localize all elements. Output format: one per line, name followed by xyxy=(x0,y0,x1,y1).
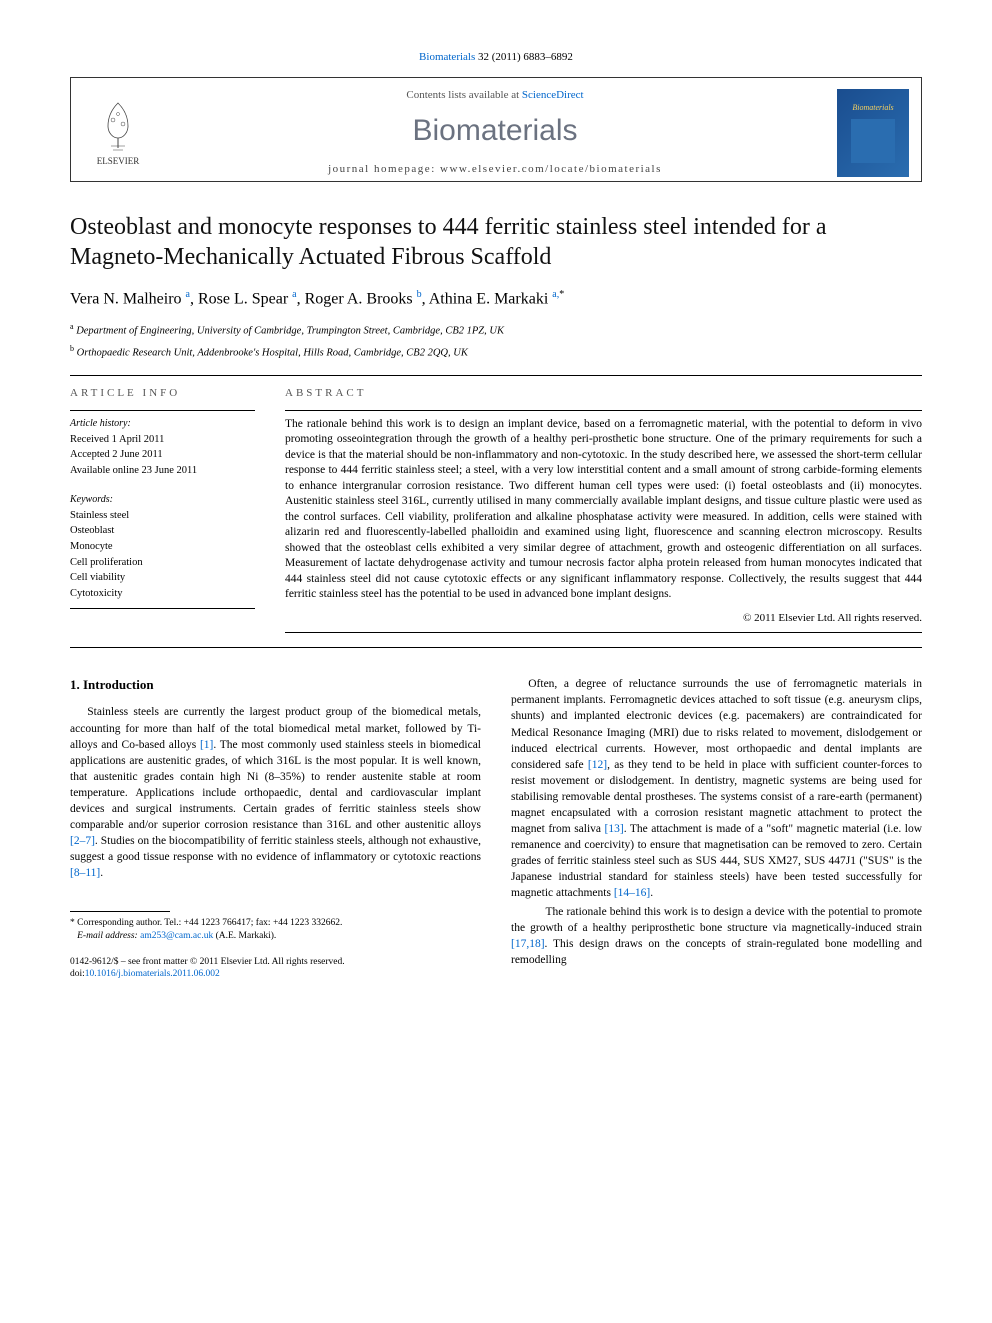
abstract-block: ABSTRACT The rationale behind this work … xyxy=(285,386,922,633)
keyword: Cytotoxicity xyxy=(70,587,255,602)
keyword: Cell viability xyxy=(70,571,255,586)
citation-vol: 32 (2011) 6883–6892 xyxy=(478,51,573,63)
author-list: Vera N. Malheiro a, Rose L. Spear a, Rog… xyxy=(70,288,922,311)
divider-rule-2 xyxy=(70,647,922,648)
journal-name: Biomaterials xyxy=(153,110,837,152)
keyword: Stainless steel xyxy=(70,509,255,524)
article-info-block: ARTICLE INFO Article history: Received 1… xyxy=(70,386,255,633)
right-column: Often, a degree of reluctance surrounds … xyxy=(511,676,922,981)
citation-link[interactable]: [1] xyxy=(200,739,213,751)
affiliation: b Orthopaedic Research Unit, Addenbrooke… xyxy=(70,343,922,361)
homepage-url[interactable]: www.elsevier.com/locate/biomaterials xyxy=(440,163,662,175)
citation-link[interactable]: [8–11] xyxy=(70,867,100,879)
keyword: Monocyte xyxy=(70,540,255,555)
abstract-text: The rationale behind this work is to des… xyxy=(285,417,922,603)
publisher-name: ELSEVIER xyxy=(97,155,140,168)
footnote-rule xyxy=(70,911,170,912)
section-heading: 1. Introduction xyxy=(70,676,481,694)
citation-link[interactable]: [14–16] xyxy=(614,887,650,899)
elsevier-tree-icon xyxy=(93,98,143,153)
doi-link[interactable]: 10.1016/j.biomaterials.2011.06.002 xyxy=(85,969,220,979)
citation-link[interactable]: [12] xyxy=(588,759,607,771)
publisher-logo: ELSEVIER xyxy=(83,98,153,168)
page-footer: 0142-9612/$ – see front matter © 2011 El… xyxy=(70,956,481,981)
citation-link[interactable]: [17,18] xyxy=(511,938,545,950)
keyword: Cell proliferation xyxy=(70,556,255,571)
keywords-label: Keywords: xyxy=(70,493,255,507)
online-date: Available online 23 June 2011 xyxy=(70,464,255,479)
keyword: Osteoblast xyxy=(70,524,255,539)
article-title: Osteoblast and monocyte responses to 444… xyxy=(70,212,922,272)
abstract-rule-bottom xyxy=(285,632,922,633)
journal-cover-thumb: Biomaterials xyxy=(837,89,909,177)
info-rule-bottom xyxy=(70,608,255,609)
citation-line: Biomaterials 32 (2011) 6883–6892 xyxy=(70,50,922,65)
citation-link[interactable]: [2–7] xyxy=(70,835,95,847)
left-column: 1. Introduction Stainless steels are cur… xyxy=(70,676,481,981)
divider-rule xyxy=(70,375,922,376)
article-info-heading: ARTICLE INFO xyxy=(70,386,255,401)
contents-available-line: Contents lists available at ScienceDirec… xyxy=(153,88,837,103)
history-label: Article history: xyxy=(70,417,255,431)
body-paragraph: The rationale behind this work is to des… xyxy=(511,904,922,968)
info-rule xyxy=(70,410,255,411)
corresponding-email-link[interactable]: am253@cam.ac.uk xyxy=(140,931,213,941)
abstract-heading: ABSTRACT xyxy=(285,386,922,401)
corresponding-author-footnote: * Corresponding author. Tel.: +44 1223 7… xyxy=(70,917,481,942)
accepted-date: Accepted 2 June 2011 xyxy=(70,448,255,463)
abstract-copyright: © 2011 Elsevier Ltd. All rights reserved… xyxy=(285,611,922,626)
citation-journal-link[interactable]: Biomaterials xyxy=(419,51,475,63)
sciencedirect-link[interactable]: ScienceDirect xyxy=(522,89,584,101)
citation-link[interactable]: [13] xyxy=(605,823,624,835)
cover-thumb-image xyxy=(851,119,895,163)
cover-thumb-label: Biomaterials xyxy=(852,102,893,113)
abstract-rule xyxy=(285,410,922,411)
affiliation: a Department of Engineering, University … xyxy=(70,321,922,339)
journal-homepage-line: journal homepage: www.elsevier.com/locat… xyxy=(153,162,837,177)
body-paragraph: Stainless steels are currently the large… xyxy=(70,704,481,881)
received-date: Received 1 April 2011 xyxy=(70,433,255,448)
body-paragraph: Often, a degree of reluctance surrounds … xyxy=(511,676,922,901)
journal-header-box: ELSEVIER Contents lists available at Sci… xyxy=(70,77,922,182)
